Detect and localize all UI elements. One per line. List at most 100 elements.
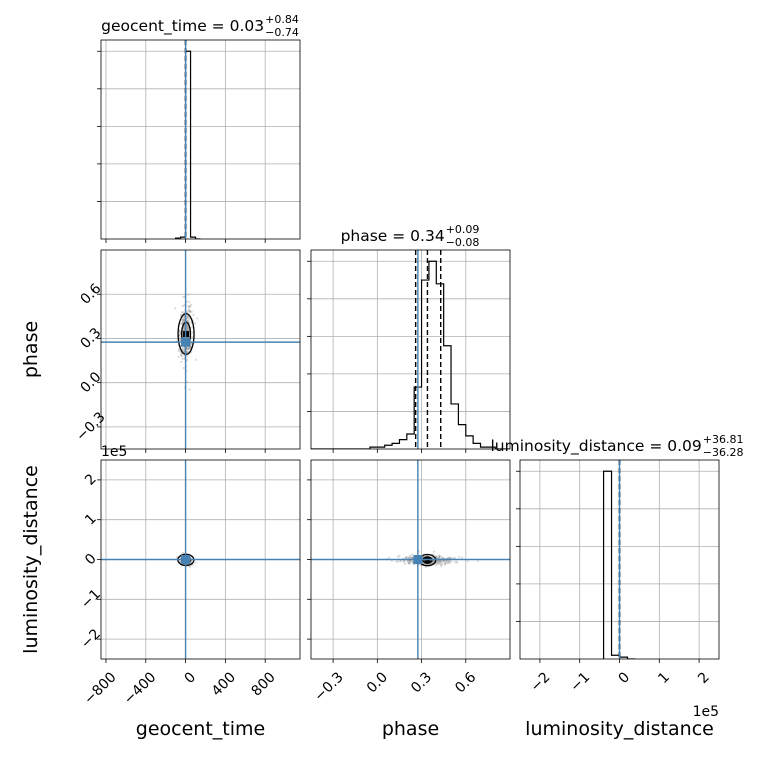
- title-base: geocent_time = 0.03: [101, 17, 264, 36]
- sample-point: [188, 305, 191, 308]
- sample-point: [182, 295, 185, 298]
- sample-point: [444, 561, 447, 565]
- x-tick-label: 0.3: [408, 669, 435, 696]
- sample-point: [436, 556, 439, 559]
- sample-point: [188, 347, 191, 350]
- sample-point: [190, 310, 193, 314]
- x-tick-label: −400: [121, 669, 160, 708]
- sample-point: [407, 562, 410, 565]
- sample-point: [439, 562, 442, 566]
- sample-point: [188, 317, 191, 321]
- sample-point: [442, 560, 446, 563]
- sample-point: [405, 556, 408, 559]
- sample-point: [410, 560, 413, 563]
- sample-point: [441, 560, 444, 563]
- y-tick-label: 1: [82, 511, 100, 529]
- sample-point: [435, 564, 438, 567]
- sample-point: [182, 317, 185, 320]
- title-upper-error: +0.09: [446, 223, 480, 236]
- sample-point: [390, 559, 393, 562]
- sample-point: [407, 561, 411, 564]
- sample-point: [194, 561, 197, 564]
- sample-point: [186, 293, 190, 296]
- sample-point: [438, 557, 441, 560]
- sample-point: [403, 559, 406, 563]
- sample-point: [179, 350, 182, 353]
- title-base: luminosity_distance = 0.09: [491, 437, 702, 456]
- sample-point: [448, 556, 451, 559]
- x-tick-label: 2: [695, 669, 713, 687]
- y-axis-label-phase: phase: [20, 321, 42, 378]
- sample-point: [195, 358, 198, 361]
- sample-point: [185, 326, 189, 329]
- x-offset-text: 1e5: [693, 704, 719, 720]
- sample-point: [435, 556, 438, 559]
- title-base: phase = 0.34: [341, 227, 445, 245]
- sample-point: [450, 560, 453, 563]
- injection-marker: [181, 555, 191, 564]
- sample-point: [408, 556, 411, 559]
- sample-point: [180, 360, 183, 363]
- y-offset-text: 1e5: [101, 444, 127, 460]
- sample-point: [182, 319, 185, 322]
- sample-point: [432, 560, 435, 563]
- sample-point: [439, 560, 442, 563]
- sample-point: [186, 327, 189, 330]
- sample-point: [448, 560, 451, 563]
- sample-point: [188, 300, 191, 304]
- sample-point: [181, 319, 184, 322]
- sample-point: [186, 327, 189, 331]
- sample-point: [438, 560, 441, 563]
- injection-marker: [413, 555, 423, 564]
- sample-point: [186, 314, 189, 318]
- sample-point: [409, 554, 412, 557]
- sample-point: [396, 560, 400, 563]
- sample-point: [189, 321, 192, 324]
- sample-point: [186, 329, 190, 332]
- sample-point: [186, 348, 189, 351]
- sample-point: [436, 561, 440, 564]
- sample-point: [186, 348, 189, 351]
- sample-point: [432, 550, 435, 553]
- sample-point: [177, 348, 181, 351]
- sample-point: [185, 380, 189, 384]
- sample-point: [181, 347, 184, 350]
- sample-point: [182, 320, 185, 323]
- sample-point: [188, 305, 191, 308]
- x-tick-label: 0.6: [452, 669, 479, 696]
- sample-point: [447, 556, 450, 559]
- sample-point: [185, 358, 189, 361]
- sample-point: [187, 319, 190, 322]
- y-axis-label-luminosity_distance: luminosity_distance: [20, 465, 42, 654]
- sample-point: [186, 328, 189, 332]
- sample-point: [189, 303, 193, 306]
- sample-point: [186, 346, 189, 349]
- sample-point: [189, 310, 192, 314]
- sample-point: [186, 326, 189, 329]
- histogram-geocent_time: [175, 50, 201, 239]
- sample-point: [178, 339, 182, 342]
- sample-point: [411, 553, 414, 556]
- sample-point: [409, 556, 412, 559]
- sample-point: [181, 322, 184, 325]
- panel-frame: [310, 249, 511, 450]
- sample-point: [449, 556, 452, 560]
- sample-point: [444, 562, 447, 565]
- sample-point: [453, 561, 457, 564]
- sample-point: [444, 561, 447, 564]
- sample-point: [443, 563, 447, 566]
- histogram-phase: [311, 260, 510, 449]
- sample-point: [187, 346, 191, 349]
- sample-point: [466, 560, 469, 563]
- sample-point: [424, 566, 427, 569]
- sample-point: [181, 322, 184, 325]
- sample-point: [187, 308, 191, 311]
- sample-point: [455, 560, 458, 563]
- sample-point: [193, 322, 197, 325]
- sample-point: [187, 305, 190, 308]
- sample-point: [189, 305, 192, 309]
- sample-point: [186, 351, 189, 354]
- sample-point: [179, 560, 182, 563]
- sample-point: [398, 554, 401, 557]
- sample-point: [399, 560, 402, 563]
